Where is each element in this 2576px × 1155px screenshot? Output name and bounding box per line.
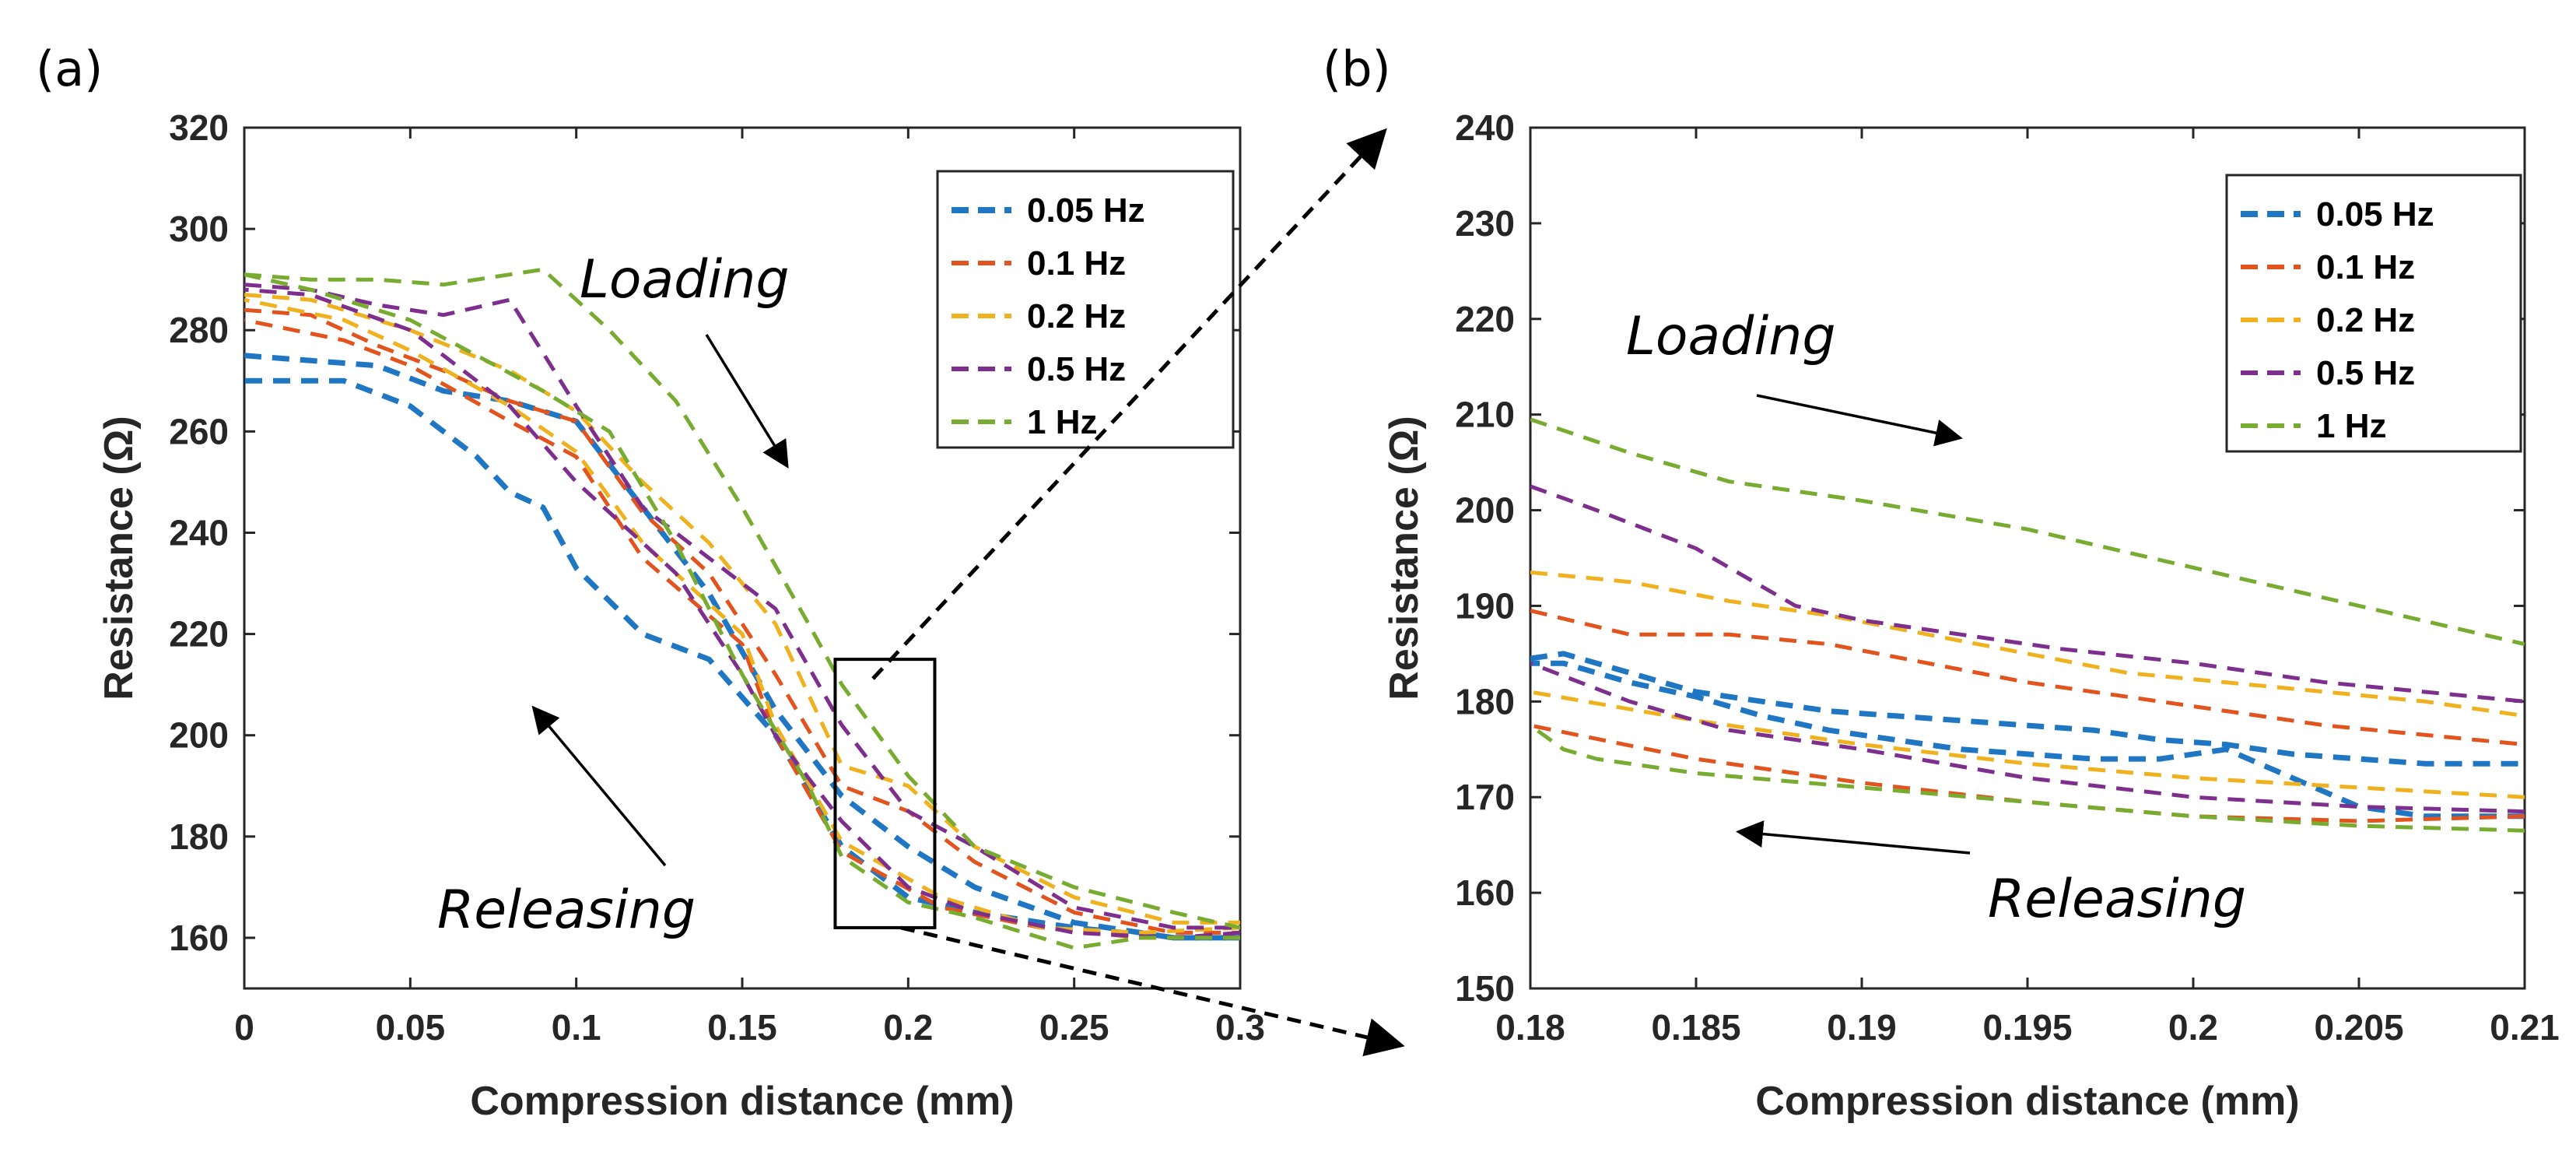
y-tick-label: 210 [1455,395,1515,435]
y-tick-label: 220 [1455,299,1515,339]
series-line-0_05Hz-releasing [1530,660,2525,820]
chart-panel-a: 0 0.05 0.1 0.15 0.2 0.25 0.3 160 180 200 220 240 260… [96,107,1265,1124]
series-line-0_2Hz-loading [244,293,1240,925]
y-tick-label: 240 [169,512,229,553]
annotation-releasing-b: Releasing [1988,869,2246,930]
series-line-0_1Hz-loading [1530,609,2525,747]
x-tick-label: 0.2 [883,1007,933,1048]
legend-label: 0.05 Hz [1027,191,1145,230]
y-tick-label: 160 [1455,872,1515,913]
zoom-box [833,658,937,929]
y-tick-label: 150 [1455,968,1515,1009]
x-axis-label-b: Compression distance (mm) [1755,1079,2299,1124]
x-tick-label: 0.18 [1495,1007,1565,1048]
x-tick-label: 0.185 [1651,1007,1740,1048]
arrow-releasing-a [531,705,667,867]
series-line-1Hz-loading [244,267,1240,930]
panel-label-a: (a) [36,40,103,97]
y-axis-label-a: Resistance (Ω) [96,416,142,700]
y-tick-label: 240 [1455,107,1515,148]
x-tick-label: 0.2 [2168,1007,2218,1048]
axis-ticks-b: 0.18 0.185 0.19 0.195 0.2 0.205 0.21 150 160 170 1… [1455,107,2560,1048]
chart-panel-b: 0.18 0.185 0.19 0.195 0.2 0.205 0.21 150 160 170 1… [1382,107,2560,1124]
legend-label: 0.1 Hz [1027,244,1126,283]
x-tick-label: 0.21 [2490,1007,2560,1048]
series-line-1Hz-loading [1530,417,2525,647]
x-tick-label: 0.1 [552,1007,601,1048]
annotation-loading-a: Loading [580,249,789,311]
arrow-loading-a [705,334,789,469]
series-group-a [244,267,1240,950]
y-tick-label: 160 [169,918,229,958]
legend-label: 0.1 Hz [2316,248,2415,286]
y-tick-label: 180 [1455,681,1515,721]
y-axis-label-b: Resistance (Ω) [1382,416,1427,700]
x-tick-label: 0.195 [1982,1007,2072,1048]
y-tick-label: 300 [169,209,229,249]
panel-label-b: (b) [1323,40,1391,97]
y-tick-label: 280 [169,310,229,350]
y-tick-label: 200 [1455,490,1515,531]
series-line-0_05Hz-releasing [244,377,1240,941]
arrow-loading-b [1756,394,1963,447]
x-tick-label: 0.25 [1039,1007,1109,1048]
arrow-releasing-b [1736,820,1971,855]
x-tick-label: 0.205 [2314,1007,2403,1048]
legend-label: 0.5 Hz [2316,354,2415,392]
annotation-releasing-a: Releasing [437,879,696,941]
axis-ticks-a: 0 0.05 0.1 0.15 0.2 0.25 0.3 160 180 200 220 240 260… [169,107,1265,1048]
x-tick-label: 0.19 [1827,1007,1897,1048]
y-tick-label: 260 [169,411,229,451]
legend-label: 1 Hz [1027,403,1097,441]
series-line-1Hz-releasing [244,272,1240,950]
legend-label: 0.5 Hz [1027,350,1126,388]
series-line-1Hz-releasing [1530,724,2525,833]
series-line-0_05Hz-loading [244,353,1240,941]
legend-label: 1 Hz [2316,407,2386,445]
series-line-0_5Hz-loading [1530,484,2525,704]
x-tick-label: 0.05 [376,1007,446,1048]
series-line-0_5Hz-loading [244,283,1240,930]
legend-label: 0.2 Hz [1027,297,1126,335]
x-axis-label-a: Compression distance (mm) [470,1079,1014,1124]
series-group-b [1530,417,2525,833]
x-tick-label: 0.3 [1215,1007,1265,1048]
x-tick-label: 0.15 [707,1007,777,1048]
legend-box [2225,174,2522,453]
legend-a: 0.05 Hz 0.1 Hz 0.2 Hz 0.5 Hz 1 Hz [936,170,1235,449]
legend-box [936,170,1235,449]
annotation-loading-b: Loading [1626,306,1835,367]
legend-b: 0.05 Hz 0.1 Hz 0.2 Hz 0.5 Hz 1 Hz [2225,174,2522,453]
y-tick-label: 220 [169,614,229,655]
y-tick-label: 190 [1455,585,1515,626]
x-tick-label: 0 [234,1007,254,1048]
y-tick-label: 170 [1455,777,1515,817]
y-tick-label: 200 [169,715,229,756]
legend-label: 0.2 Hz [2316,301,2415,339]
y-tick-label: 180 [169,816,229,857]
zoom-arrow-top [871,128,1387,680]
legend-label: 0.05 Hz [2316,195,2434,233]
y-tick-label: 320 [169,107,229,148]
zoom-arrow-bottom [900,925,1405,1057]
y-tick-label: 230 [1455,203,1515,244]
